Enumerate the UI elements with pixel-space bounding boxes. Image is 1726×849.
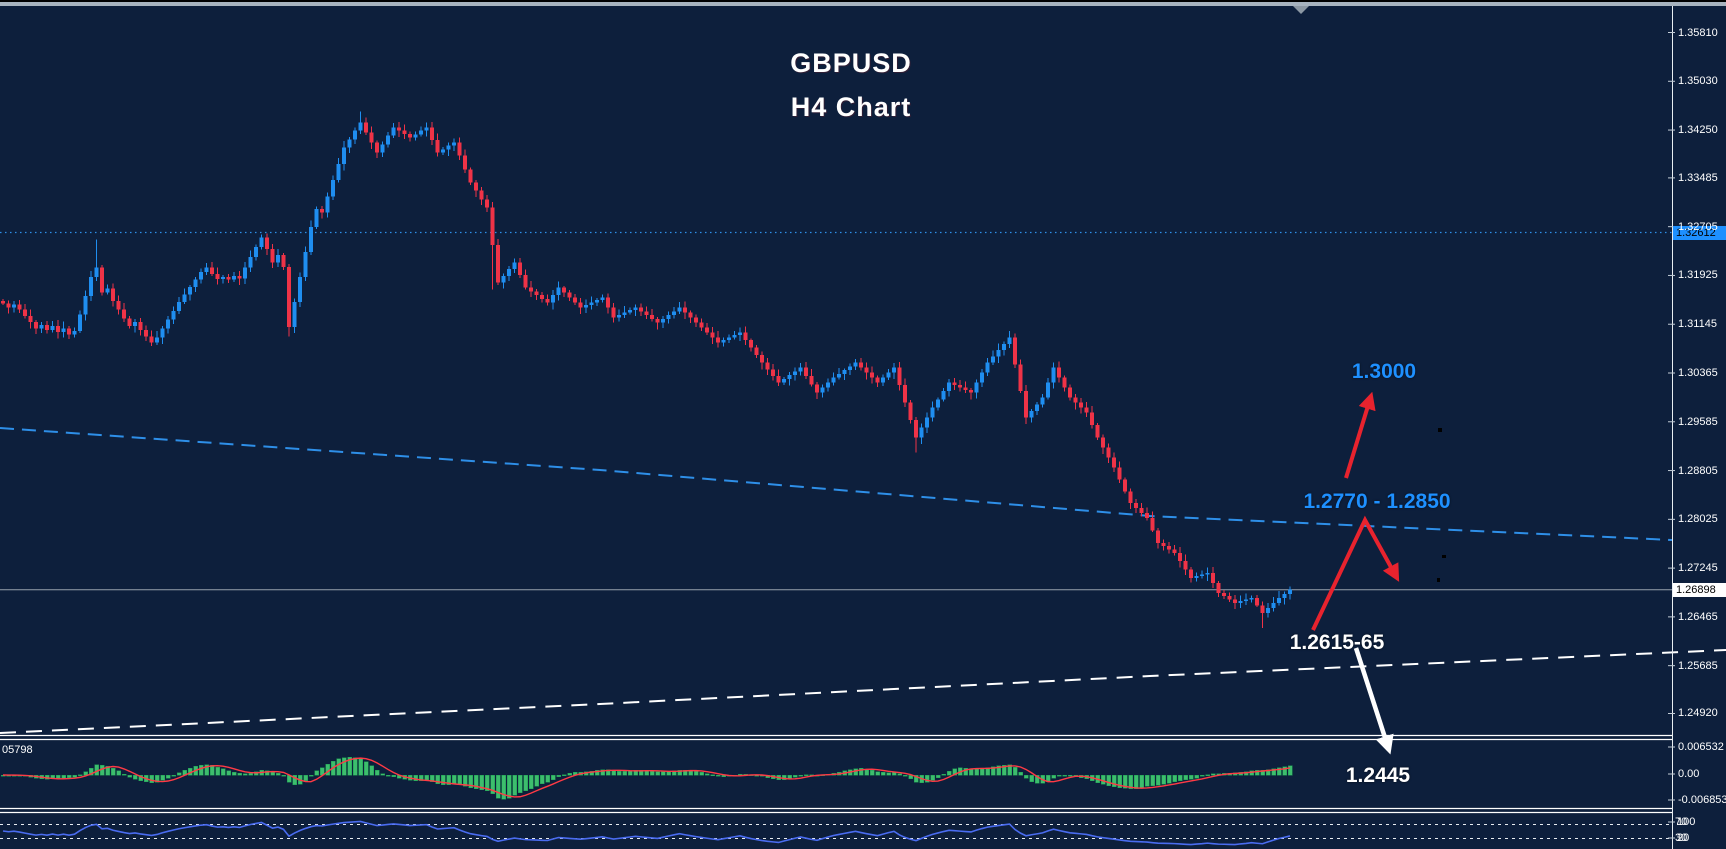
ink-dot (1437, 578, 1440, 582)
price-tick-label: 1.26465 (1678, 610, 1718, 623)
arrow-annotation-down-icon[interactable] (1353, 647, 1394, 755)
support-zone-annotation[interactable]: 1.2615-65 (1289, 631, 1385, 654)
price-target-annotation-lower[interactable]: 1.2445 (1345, 764, 1411, 787)
chart-title-timeframe: H4 Chart (790, 92, 912, 122)
price-tick-label: 1.24920 (1678, 707, 1718, 720)
chart-shift-marker-icon[interactable] (1293, 6, 1309, 14)
current-price-badge: 1.26898 (1673, 583, 1726, 597)
indicator2-tick-label: 70 (1675, 816, 1688, 828)
window-top-frame (0, 2, 1726, 6)
price-tick-label: 1.35810 (1678, 26, 1718, 39)
price-tick-label: 1.35030 (1678, 75, 1718, 88)
arrow-annotation-bent-icon[interactable] (1311, 515, 1400, 631)
level-price-badge: 1.32612 (1673, 226, 1726, 240)
trendline-ascending-support[interactable] (0, 649, 1726, 734)
price-tick-label: 1.27245 (1678, 562, 1718, 575)
indicator2-tick-label: 20 (1677, 832, 1690, 844)
price-tick-label: 1.31925 (1678, 269, 1718, 282)
price-tick-label: 1.34250 (1678, 124, 1718, 137)
chart-title: GBPUSD H4 Chart (651, 50, 1051, 121)
indicator1-tick-label: 0.00 (1678, 768, 1700, 780)
osma-signal-line (2, 757, 1291, 798)
price-axis-ticks (1668, 32, 1675, 839)
resistance-zone-annotation[interactable]: 1.2770 - 1.2850 (1303, 490, 1451, 513)
indicator-value-label: 05798 (2, 744, 33, 756)
price-target-annotation-upper[interactable]: 1.3000 (1351, 360, 1417, 383)
ink-dot (1442, 555, 1446, 558)
price-tick-label: 1.31145 (1678, 318, 1717, 331)
osma-histogram (0, 757, 1293, 800)
price-tick-label: 1.33485 (1678, 171, 1718, 184)
price-tick-label: 1.28805 (1678, 464, 1718, 477)
trendline-descending-resistance[interactable] (0, 427, 1673, 541)
indicator2-tick-label: 30 (1675, 832, 1688, 844)
indicator2-tick-label: 100 (1677, 816, 1696, 828)
ink-dot (1438, 428, 1442, 432)
chart-title-symbol: GBPUSD (790, 48, 912, 78)
price-tick-label: 1.29585 (1678, 415, 1718, 428)
arrow-annotation-up-icon[interactable] (1344, 391, 1376, 479)
price-tick-label: 1.28025 (1678, 513, 1718, 526)
candlestick-series (1, 111, 1292, 628)
indicator1-tick-label: 0.006532 (1678, 741, 1724, 753)
price-tick-label: 1.32705 (1678, 220, 1718, 233)
oscillator-line (2, 820, 1291, 846)
indicator1-tick-label: -0.006853 (1678, 794, 1726, 806)
price-tick-label: 1.30365 (1678, 366, 1718, 379)
price-tick-label: 1.25685 (1678, 659, 1718, 672)
window-top-border (0, 0, 1726, 2)
